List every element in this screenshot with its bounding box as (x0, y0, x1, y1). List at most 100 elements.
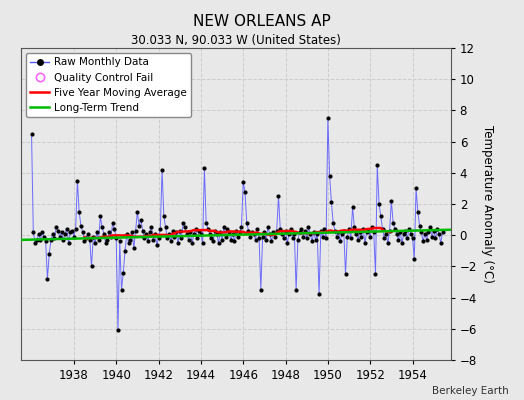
Point (105, 229, 113, 235)
Point (359, 226, 367, 232)
Point (29, 229, 38, 235)
Text: Berkeley Earth: Berkeley Earth (432, 386, 508, 396)
Point (315, 291, 323, 298)
Point (181, 224, 189, 230)
Point (177, 235, 185, 242)
Point (119, 270, 127, 276)
Point (52, 224, 60, 230)
Point (333, 234, 341, 240)
Point (228, 230, 237, 237)
Point (398, 240, 406, 246)
Point (133, 209, 141, 215)
Point (174, 240, 182, 246)
Point (426, 224, 434, 230)
Point (430, 227, 438, 234)
Point (267, 238, 276, 245)
Point (209, 238, 217, 245)
Point (73, 177, 82, 184)
Point (147, 224, 156, 230)
Point (49, 230, 57, 237)
Point (144, 238, 152, 245)
Point (320, 226, 329, 232)
Point (54, 227, 62, 234)
Point (208, 235, 216, 242)
Point (103, 237, 112, 243)
Point (137, 216, 145, 223)
Point (396, 229, 405, 235)
Point (293, 237, 302, 243)
Point (363, 229, 371, 235)
Point (412, 185, 420, 192)
Point (195, 227, 203, 234)
Point (392, 230, 401, 237)
Point (63, 226, 71, 232)
Point (378, 226, 387, 232)
Point (416, 223, 424, 229)
Point (57, 229, 66, 235)
Point (334, 229, 343, 235)
Point (276, 226, 285, 232)
Point (436, 240, 445, 246)
Point (223, 226, 232, 232)
Point (38, 229, 46, 235)
Point (403, 235, 411, 242)
Point (338, 230, 346, 237)
Point (435, 230, 443, 237)
Point (82, 235, 91, 242)
Point (258, 234, 267, 240)
Point (266, 230, 274, 237)
Point (364, 227, 373, 234)
Point (407, 230, 415, 237)
Point (290, 230, 299, 237)
Point (297, 226, 305, 232)
Point (408, 235, 417, 242)
Point (77, 223, 85, 229)
Point (260, 229, 269, 235)
Point (35, 230, 43, 237)
Point (138, 227, 147, 234)
Point (94, 237, 103, 243)
Point (306, 230, 314, 237)
Point (126, 237, 135, 243)
Point (140, 235, 149, 242)
Point (329, 220, 337, 226)
Point (241, 188, 249, 195)
Point (190, 230, 198, 237)
Point (123, 230, 131, 237)
Point (283, 240, 291, 246)
Point (225, 229, 233, 235)
Point (246, 234, 255, 240)
Point (221, 234, 230, 240)
Point (151, 230, 159, 237)
Point (311, 237, 320, 243)
Point (146, 229, 154, 235)
Point (366, 234, 375, 240)
Point (288, 235, 297, 242)
Point (235, 229, 244, 235)
Point (257, 286, 265, 293)
Point (419, 238, 427, 245)
Point (79, 229, 87, 235)
Point (302, 235, 311, 242)
Point (161, 224, 170, 230)
Point (345, 226, 353, 232)
Point (234, 234, 242, 240)
Point (89, 234, 97, 240)
Point (96, 213, 104, 220)
Point (84, 230, 92, 237)
Point (248, 229, 256, 235)
Point (428, 234, 436, 240)
Point (188, 240, 196, 246)
Point (200, 165, 209, 171)
Point (389, 220, 397, 226)
Point (112, 235, 121, 242)
Point (431, 235, 440, 242)
Point (380, 235, 388, 242)
Point (128, 229, 136, 235)
Point (324, 115, 332, 122)
Point (64, 240, 73, 246)
Point (199, 240, 207, 246)
Point (61, 230, 69, 237)
Point (172, 229, 180, 235)
Point (45, 251, 53, 257)
